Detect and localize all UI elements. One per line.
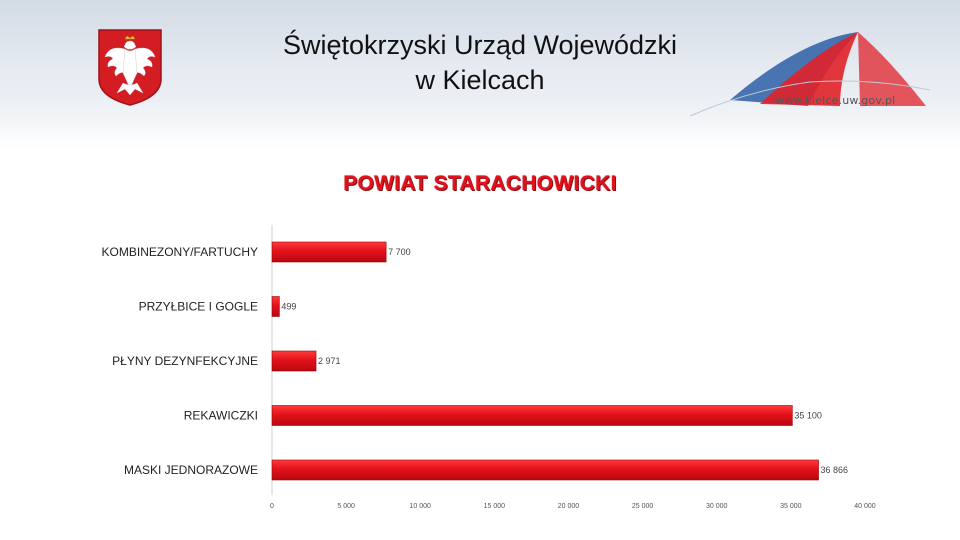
category-label: PŁYNY DEZYNFEKCYJNE xyxy=(112,354,258,368)
tick-label: 30 000 xyxy=(706,503,728,510)
bar xyxy=(271,459,819,481)
data-label: 36 866 xyxy=(821,465,849,475)
kielce-logo-icon xyxy=(690,32,930,117)
tick-label: 40 000 xyxy=(854,503,876,510)
category-label: REKAWICZKI xyxy=(184,409,258,423)
category-label: PRZYŁBICE I GOGLE xyxy=(139,300,258,314)
bar xyxy=(271,241,387,263)
tick-label: 25 000 xyxy=(632,503,654,510)
title-line-2: w Kielcach xyxy=(415,65,545,95)
polish-eagle-emblem-icon xyxy=(98,29,162,106)
tick-label: 5 000 xyxy=(337,503,355,510)
data-label: 7 700 xyxy=(388,247,411,257)
data-label: 2 971 xyxy=(318,356,341,366)
tick-label: 20 000 xyxy=(558,503,580,510)
tick-label: 10 000 xyxy=(410,503,432,510)
bar xyxy=(271,350,317,372)
chart-title: POWIAT STARACHOWICKI xyxy=(343,172,617,195)
website-url: www.kielce.uw.gov.pl xyxy=(775,94,896,107)
category-label: MASKI JEDNORAZOWE xyxy=(124,463,258,477)
bar xyxy=(271,296,280,317)
data-label: 35 100 xyxy=(794,411,822,421)
bar xyxy=(271,405,793,426)
tick-label: 15 000 xyxy=(484,503,506,510)
tick-label: 35 000 xyxy=(780,503,802,510)
category-label: KOMBINEZONY/FARTUCHY xyxy=(102,245,258,259)
tick-label: 0 xyxy=(270,503,274,510)
page-title: Świętokrzyski Urząd Wojewódzki w Kielcac… xyxy=(200,28,760,98)
bar-chart: KOMBINEZONY/FARTUCHY 7 700 PRZYŁBICE I GOG… xyxy=(102,225,876,510)
title-line-1: Świętokrzyski Urząd Wojewódzki xyxy=(282,30,678,60)
data-label: 499 xyxy=(281,302,296,312)
